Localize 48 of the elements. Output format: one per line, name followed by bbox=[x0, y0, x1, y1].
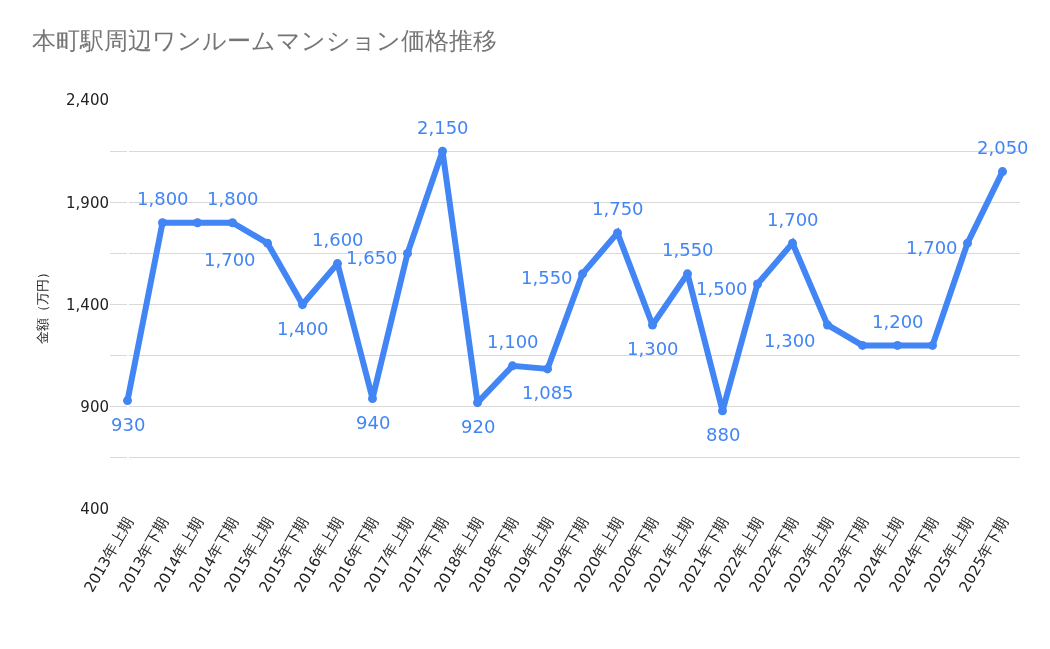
data-label: 940 bbox=[356, 412, 391, 433]
point bbox=[403, 248, 412, 258]
point bbox=[228, 218, 237, 228]
point bbox=[753, 279, 762, 289]
y-tick-label: 2,400 bbox=[66, 91, 109, 110]
data-label: 1,650 bbox=[346, 247, 398, 268]
y-tick-label: 1,900 bbox=[66, 193, 109, 212]
point bbox=[473, 398, 482, 408]
data-label: 1,550 bbox=[521, 267, 573, 288]
y-tick-label: 1,400 bbox=[66, 295, 109, 314]
point bbox=[578, 269, 587, 279]
data-label: 920 bbox=[461, 416, 496, 437]
data-label: 1,300 bbox=[627, 338, 679, 359]
data-label: 930 bbox=[111, 414, 146, 435]
data-label: 1,700 bbox=[204, 249, 256, 270]
point bbox=[158, 218, 167, 228]
data-label: 880 bbox=[706, 424, 741, 445]
data-label: 1,700 bbox=[906, 237, 958, 258]
data-label: 2,050 bbox=[977, 137, 1029, 158]
data-label: 1,600 bbox=[312, 229, 364, 250]
data-label: 1,800 bbox=[207, 188, 259, 209]
point bbox=[543, 364, 552, 374]
data-label: 2,150 bbox=[417, 117, 469, 138]
data-label: 1,800 bbox=[137, 188, 189, 209]
point bbox=[263, 238, 272, 248]
data-label: 1,750 bbox=[592, 198, 644, 219]
data-label: 1,300 bbox=[764, 330, 816, 351]
data-label: 1,700 bbox=[767, 209, 819, 230]
y-tick-label: 400 bbox=[80, 500, 109, 519]
point bbox=[893, 340, 902, 350]
data-label: 1,550 bbox=[662, 239, 714, 260]
point bbox=[928, 340, 937, 350]
y-axis-title: 金額（万円） bbox=[35, 265, 50, 344]
point bbox=[858, 340, 867, 350]
data-label: 1,500 bbox=[696, 278, 748, 299]
chart-title: 本町駅周辺ワンルームマンション価格推移 bbox=[31, 27, 497, 56]
point bbox=[963, 238, 972, 248]
point bbox=[368, 394, 377, 404]
data-label: 1,400 bbox=[277, 318, 329, 339]
point bbox=[823, 320, 832, 330]
data-label: 1,085 bbox=[522, 382, 574, 403]
point bbox=[508, 361, 517, 371]
data-label: 1,200 bbox=[872, 311, 924, 332]
point bbox=[193, 218, 202, 228]
point bbox=[123, 396, 132, 406]
y-tick-label: 900 bbox=[80, 398, 109, 416]
point bbox=[998, 167, 1007, 177]
data-label: 1,100 bbox=[487, 331, 539, 352]
